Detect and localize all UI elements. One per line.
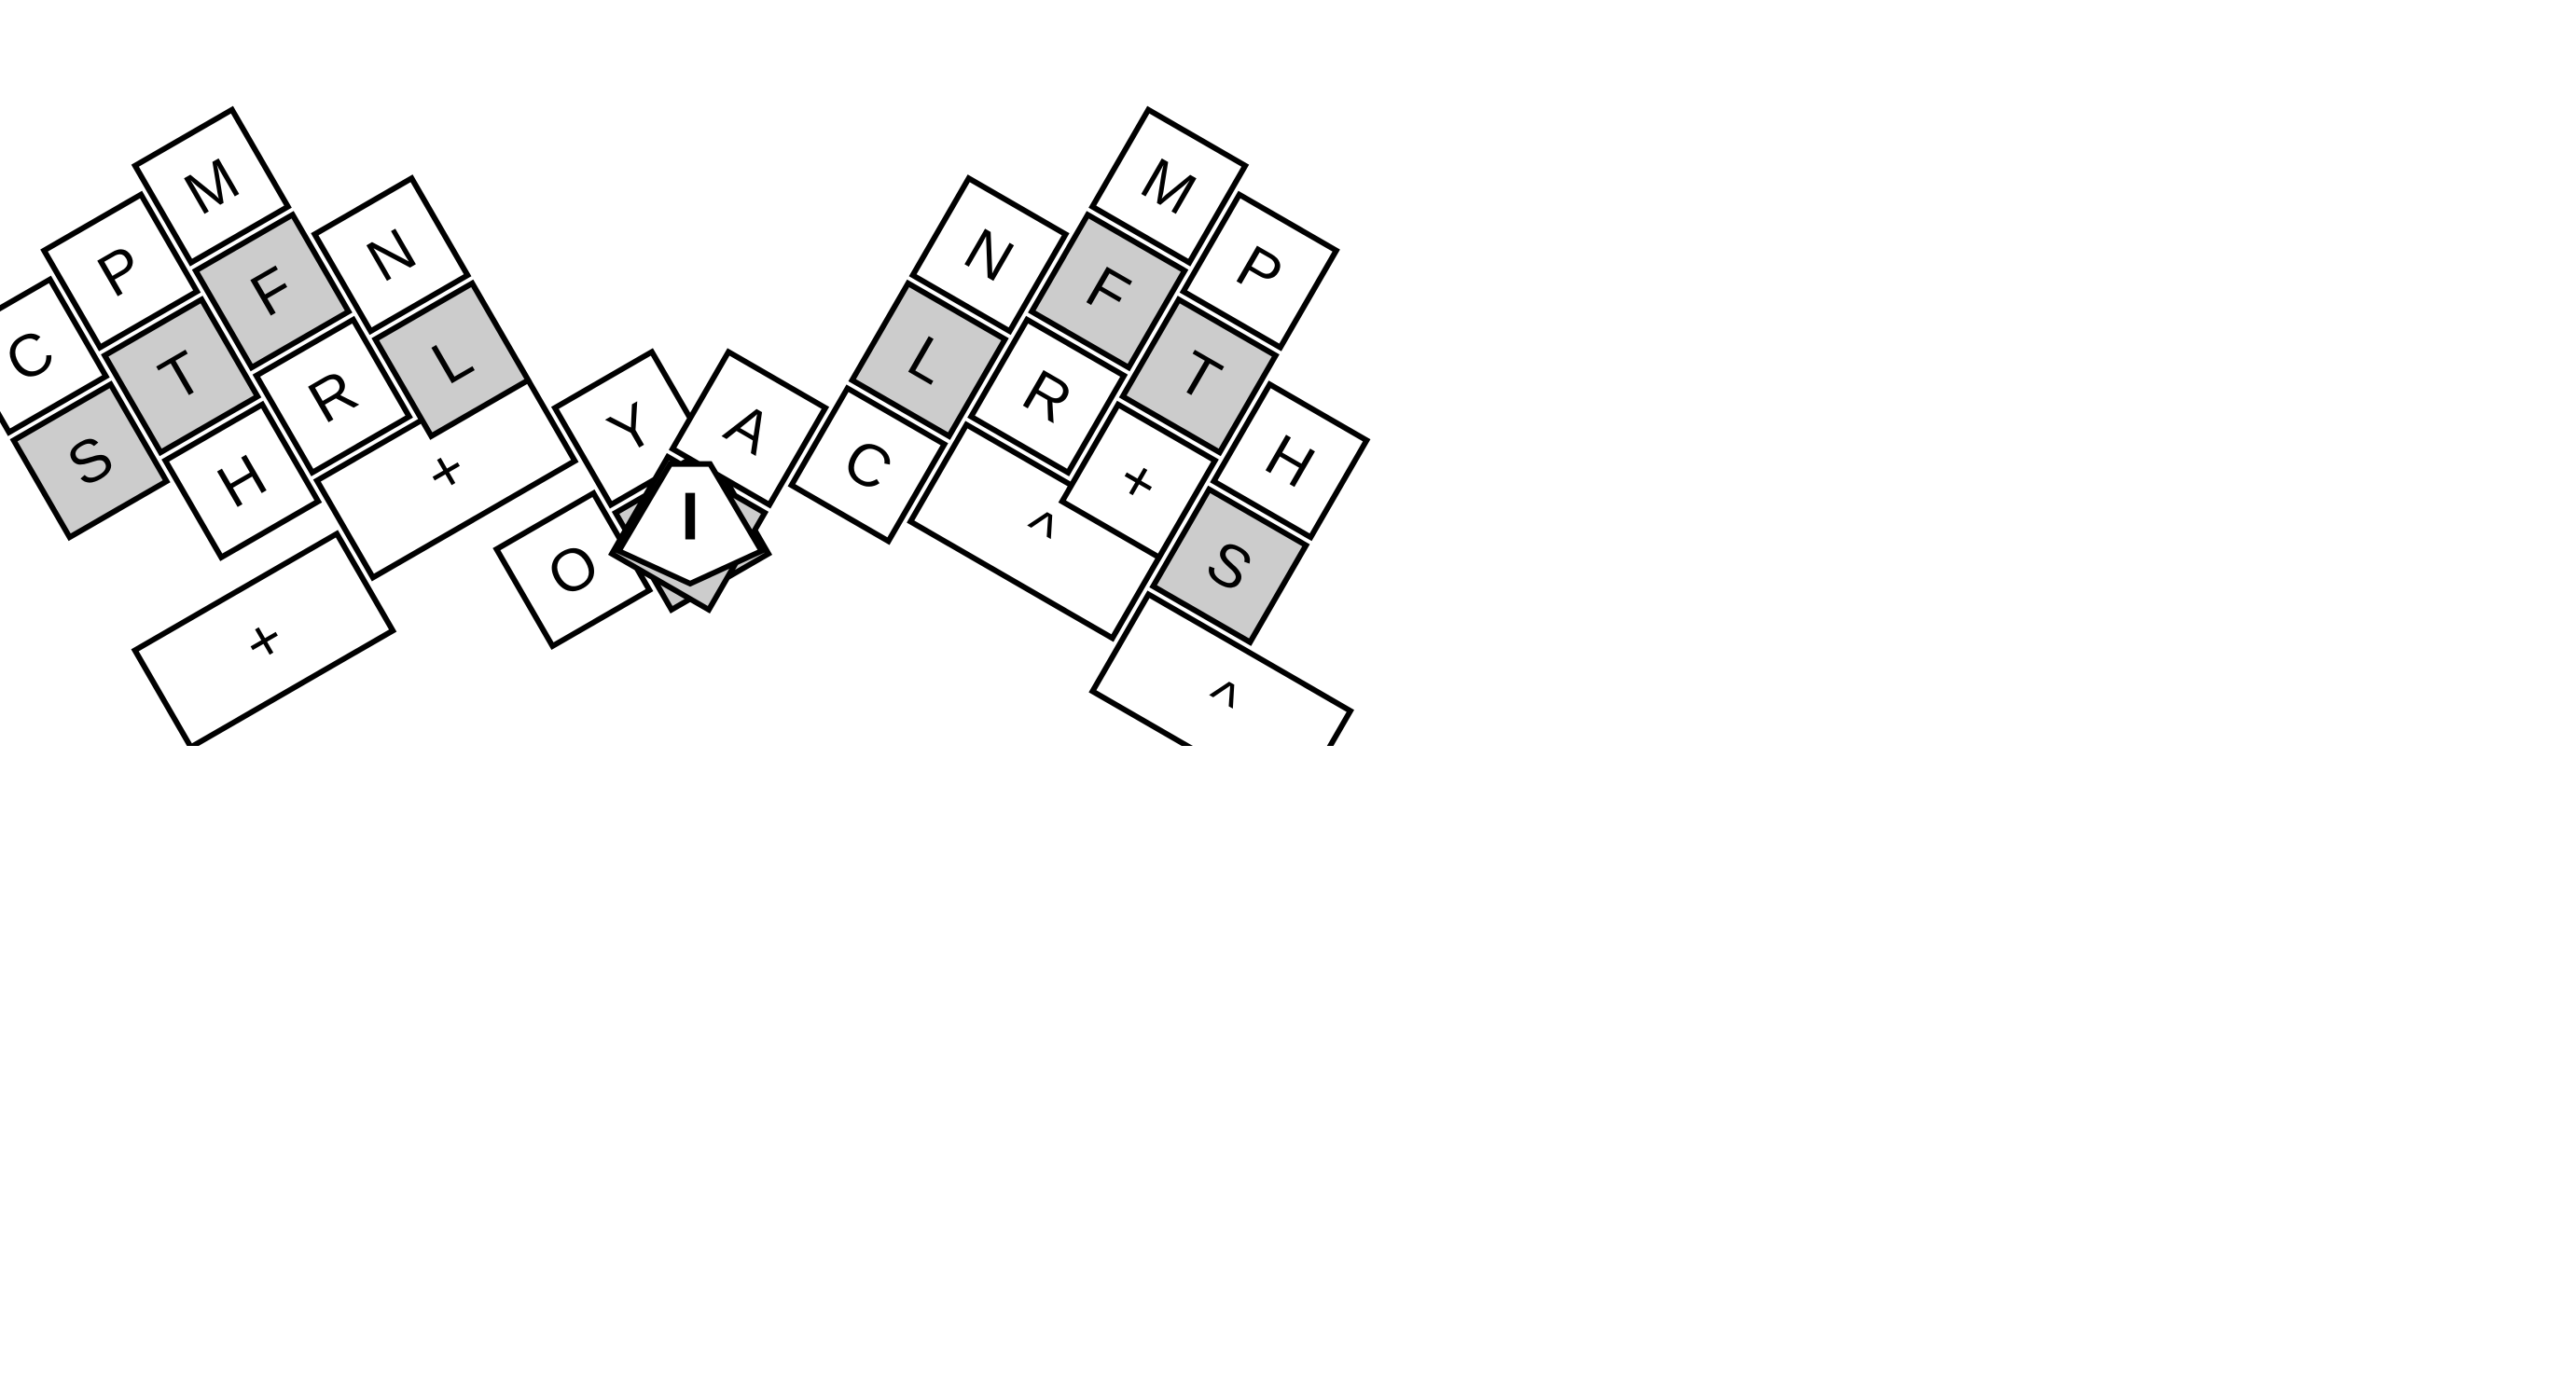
key-center-I-label: I	[681, 480, 699, 555]
keyboard-diagram: ++YHRLSTFNCPMOEAC^^LR+SNFTHMPUI	[0, 0, 1380, 746]
left-half: ++YHRLSTFNCPMOE	[0, 0, 769, 746]
right-half: AC^^LR+SNFTHMPU	[612, 0, 1380, 746]
